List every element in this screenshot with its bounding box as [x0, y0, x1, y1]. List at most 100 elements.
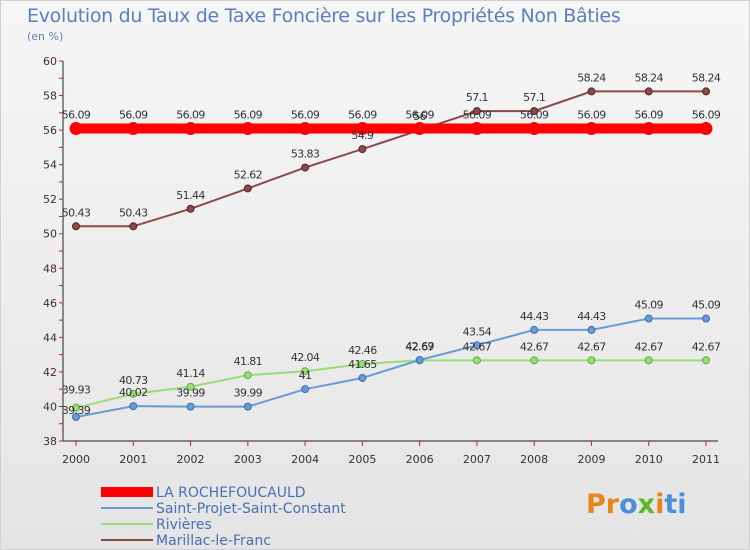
data-label: 51.44: [176, 189, 205, 202]
data-label: 39.99: [234, 387, 263, 400]
data-label: 42.67: [634, 340, 663, 353]
data-point: [69, 122, 83, 136]
y-tick-label: 38: [43, 435, 57, 448]
data-point: [72, 403, 80, 412]
y-tick-label: 40: [43, 400, 57, 413]
x-tick-label: 2001: [119, 453, 147, 466]
data-label: 50.43: [62, 206, 91, 219]
data-label: 53.83: [291, 148, 320, 161]
data-label: 56.09: [577, 109, 606, 122]
data-label: 40.02: [119, 386, 148, 399]
logo-part-pr: Pr: [586, 489, 620, 520]
chart-subtitle: (en %): [27, 30, 64, 43]
data-label: 57.1: [466, 91, 488, 104]
logo-part-i: i: [655, 489, 665, 520]
data-point: [126, 122, 140, 136]
y-tick-label: 60: [43, 55, 57, 68]
data-point: [186, 402, 195, 411]
data-label: 41.81: [234, 355, 263, 368]
data-point: [530, 107, 539, 116]
data-point: [587, 87, 596, 96]
y-tick-label: 46: [43, 297, 57, 310]
data-label: 39.39: [62, 404, 91, 417]
data-point: [184, 122, 198, 136]
legend-label: Saint-Projet-Saint-Constant: [156, 501, 346, 517]
x-tick-label: 2010: [635, 453, 663, 466]
data-label: 42.67: [463, 340, 492, 353]
series-line-1: [75, 317, 707, 418]
data-point: [699, 122, 713, 136]
x-tick-label: 2011: [692, 453, 720, 466]
y-tick-label: 58: [43, 90, 57, 103]
data-label: 42.67: [692, 340, 721, 353]
data-label: 45.09: [634, 299, 663, 312]
data-label: 43.54: [463, 325, 492, 338]
data-point: [472, 107, 481, 116]
data-point: [298, 122, 312, 136]
data-label: 56.09: [405, 109, 434, 122]
data-point: [415, 355, 424, 364]
y-tick-label: 54: [43, 159, 57, 172]
data-point: [644, 87, 653, 96]
data-point: [186, 382, 195, 391]
data-point: [472, 356, 481, 365]
data-point: [358, 145, 367, 154]
data-label: 41.14: [176, 367, 205, 380]
data-point: [355, 122, 369, 136]
data-point: [587, 356, 596, 365]
series-line-3: [75, 90, 707, 228]
y-tick-label: 52: [43, 193, 57, 206]
data-label: 42.04: [291, 351, 320, 364]
x-tick-label: 2009: [577, 453, 605, 466]
data-point: [413, 122, 427, 136]
x-tick-label: 2002: [177, 453, 205, 466]
data-label: 56.09: [348, 109, 377, 122]
data-label: 56.09: [291, 109, 320, 122]
data-point: [129, 222, 138, 231]
data-label: 58.24: [634, 71, 663, 84]
x-tick-label: 2004: [291, 453, 319, 466]
x-tick-label: 2005: [348, 453, 376, 466]
data-label: 56.09: [520, 109, 549, 122]
y-tick-label: 56: [43, 124, 57, 137]
data-label: 56.09: [634, 109, 663, 122]
data-label: 42.67: [577, 340, 606, 353]
data-point: [301, 367, 310, 376]
y-tick-label: 50: [43, 228, 57, 241]
data-label: 56.09: [463, 109, 492, 122]
data-label: 42.46: [348, 344, 377, 357]
series-line-2: [75, 359, 707, 409]
data-point: [301, 163, 310, 172]
data-point: [702, 314, 710, 323]
data-point: [358, 359, 367, 368]
legend-label: LA ROCHEFOUCAULD: [156, 485, 306, 501]
data-label: 40.73: [119, 374, 148, 387]
data-label: 52.62: [234, 168, 263, 181]
proxiti-logo: Proxiti: [586, 489, 687, 520]
data-point: [243, 371, 252, 380]
legend-label: Marillac-le-Franc: [156, 533, 271, 549]
data-point: [584, 122, 598, 136]
data-label: 56: [413, 110, 426, 123]
logo-part-ti: ti: [664, 489, 687, 520]
data-label: 56.09: [119, 109, 148, 122]
data-label: 56.09: [62, 109, 91, 122]
data-point: [301, 385, 310, 394]
data-point: [243, 184, 252, 193]
data-label: 56.09: [234, 109, 263, 122]
data-label: 58.24: [577, 71, 606, 84]
y-tick-label: 48: [43, 262, 57, 275]
data-point: [644, 356, 653, 365]
data-label: 56.09: [176, 109, 205, 122]
data-label: 42.67: [520, 340, 549, 353]
x-tick-label: 2003: [234, 453, 262, 466]
data-label: 41: [299, 369, 312, 382]
x-tick-label: 2008: [520, 453, 548, 466]
data-label: 41.65: [348, 358, 377, 371]
data-label: 45.09: [692, 299, 721, 312]
y-tick-label: 42: [43, 366, 57, 379]
data-point: [472, 341, 481, 350]
data-point: [72, 412, 80, 421]
